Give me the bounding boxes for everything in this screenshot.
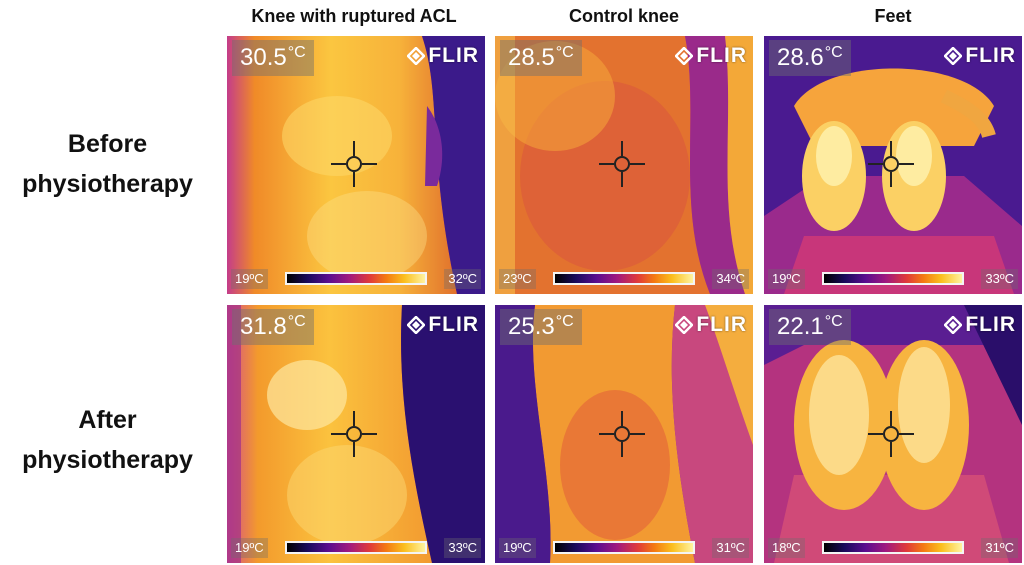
scale-min-label: 18ºC [768, 538, 805, 558]
crosshair-icon [599, 411, 645, 457]
flir-diamond-icon [675, 47, 694, 65]
column-header-acl: Knee with ruptured ACL [251, 6, 457, 26]
spot-temperature: 31.8°C [232, 309, 314, 345]
thermal-image-control-before: 28.5°C FLIR 23ºC 34ºC [495, 36, 753, 294]
scale-max-label: 33ºC [981, 269, 1018, 289]
thermal-scene [495, 305, 753, 563]
flir-logo: FLIR [944, 313, 1016, 337]
thermal-image-acl-after: 31.8°C FLIR 19ºC 33ºC [227, 305, 485, 563]
scale-min-label: 19ºC [768, 269, 805, 289]
flir-diamond-icon [407, 316, 426, 334]
thermal-scene [227, 305, 485, 563]
thermal-image-feet-before: 28.6°C FLIR 19ºC 33ºC [764, 36, 1022, 294]
crosshair-icon [331, 411, 377, 457]
crosshair-icon [868, 411, 914, 457]
color-scale-bar [285, 272, 427, 285]
flir-logo: FLIR [675, 44, 747, 68]
scale-min-label: 19ºC [499, 538, 536, 558]
crosshair-icon [868, 141, 914, 187]
color-scale-bar [553, 541, 695, 554]
thermal-image-control-after: 25.3°C FLIR 19ºC 31ºC [495, 305, 753, 563]
crosshair-icon [331, 141, 377, 187]
thermal-image-feet-after: 22.1°C FLIR 18ºC 31ºC [764, 305, 1022, 563]
flir-logo: FLIR [944, 44, 1016, 68]
scale-max-label: 33ºC [444, 538, 481, 558]
scale-max-label: 32ºC [444, 269, 481, 289]
spot-temperature: 25.3°C [500, 309, 582, 345]
flir-logo: FLIR [407, 313, 479, 337]
scale-max-label: 34ºC [712, 269, 749, 289]
column-header-feet: Feet [874, 6, 912, 26]
flir-diamond-icon [407, 47, 426, 65]
column-header-control: Control knee [568, 6, 679, 26]
spot-temperature: 22.1°C [769, 309, 851, 345]
spot-temperature: 30.5°C [232, 40, 314, 76]
flir-logo: FLIR [407, 44, 479, 68]
row-label-after: After physiotherapy [22, 406, 193, 474]
thermal-scene [495, 36, 753, 294]
color-scale-bar [553, 272, 695, 285]
flir-logo: FLIR [675, 313, 747, 337]
color-scale-bar [285, 541, 427, 554]
scale-max-label: 31ºC [981, 538, 1018, 558]
flir-diamond-icon [944, 47, 963, 65]
color-scale-bar [822, 541, 964, 554]
scale-min-label: 19ºC [231, 269, 268, 289]
flir-diamond-icon [675, 316, 694, 334]
scale-min-label: 23ºC [499, 269, 536, 289]
flir-diamond-icon [944, 316, 963, 334]
row-label-before: Before physiotherapy [22, 130, 193, 198]
scale-min-label: 19ºC [231, 538, 268, 558]
thermal-image-acl-before: 30.5°C FLIR 19ºC 32ºC [227, 36, 485, 294]
spot-temperature: 28.5°C [500, 40, 582, 76]
thermal-scene [764, 36, 1022, 294]
spot-temperature: 28.6°C [769, 40, 851, 76]
crosshair-icon [599, 141, 645, 187]
thermal-scene [764, 305, 1022, 563]
scale-max-label: 31ºC [712, 538, 749, 558]
color-scale-bar [822, 272, 964, 285]
